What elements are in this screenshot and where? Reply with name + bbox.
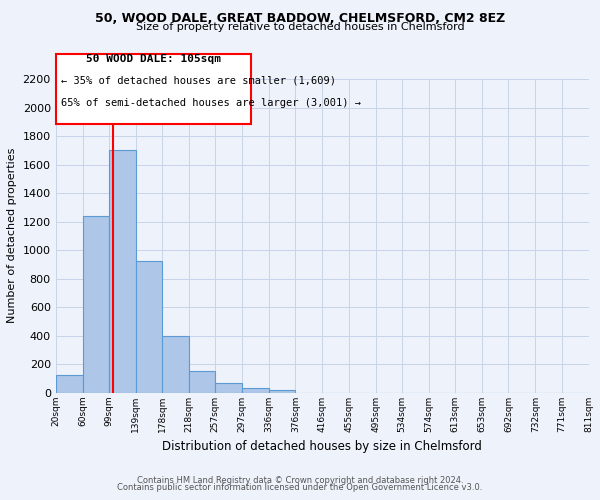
Text: 50 WOOD DALE: 105sqm: 50 WOOD DALE: 105sqm	[86, 54, 221, 64]
Bar	[242, 388, 269, 392]
Text: Contains HM Land Registry data © Crown copyright and database right 2024.: Contains HM Land Registry data © Crown c…	[137, 476, 463, 485]
Bar	[215, 382, 242, 392]
FancyBboxPatch shape	[56, 54, 251, 124]
X-axis label: Distribution of detached houses by size in Chelmsford: Distribution of detached houses by size …	[162, 440, 482, 453]
Bar	[136, 262, 162, 392]
Bar	[56, 376, 83, 392]
Text: Contains public sector information licensed under the Open Government Licence v3: Contains public sector information licen…	[118, 484, 482, 492]
Text: 65% of semi-detached houses are larger (3,001) →: 65% of semi-detached houses are larger (…	[61, 98, 361, 108]
Bar	[83, 216, 109, 392]
Text: ← 35% of detached houses are smaller (1,609): ← 35% of detached houses are smaller (1,…	[61, 76, 336, 86]
Bar	[162, 336, 189, 392]
Text: 50, WOOD DALE, GREAT BADDOW, CHELMSFORD, CM2 8EZ: 50, WOOD DALE, GREAT BADDOW, CHELMSFORD,…	[95, 12, 505, 26]
Bar	[189, 371, 215, 392]
Y-axis label: Number of detached properties: Number of detached properties	[7, 148, 17, 324]
Bar	[109, 150, 136, 392]
Text: Size of property relative to detached houses in Chelmsford: Size of property relative to detached ho…	[136, 22, 464, 32]
Bar	[269, 390, 295, 392]
